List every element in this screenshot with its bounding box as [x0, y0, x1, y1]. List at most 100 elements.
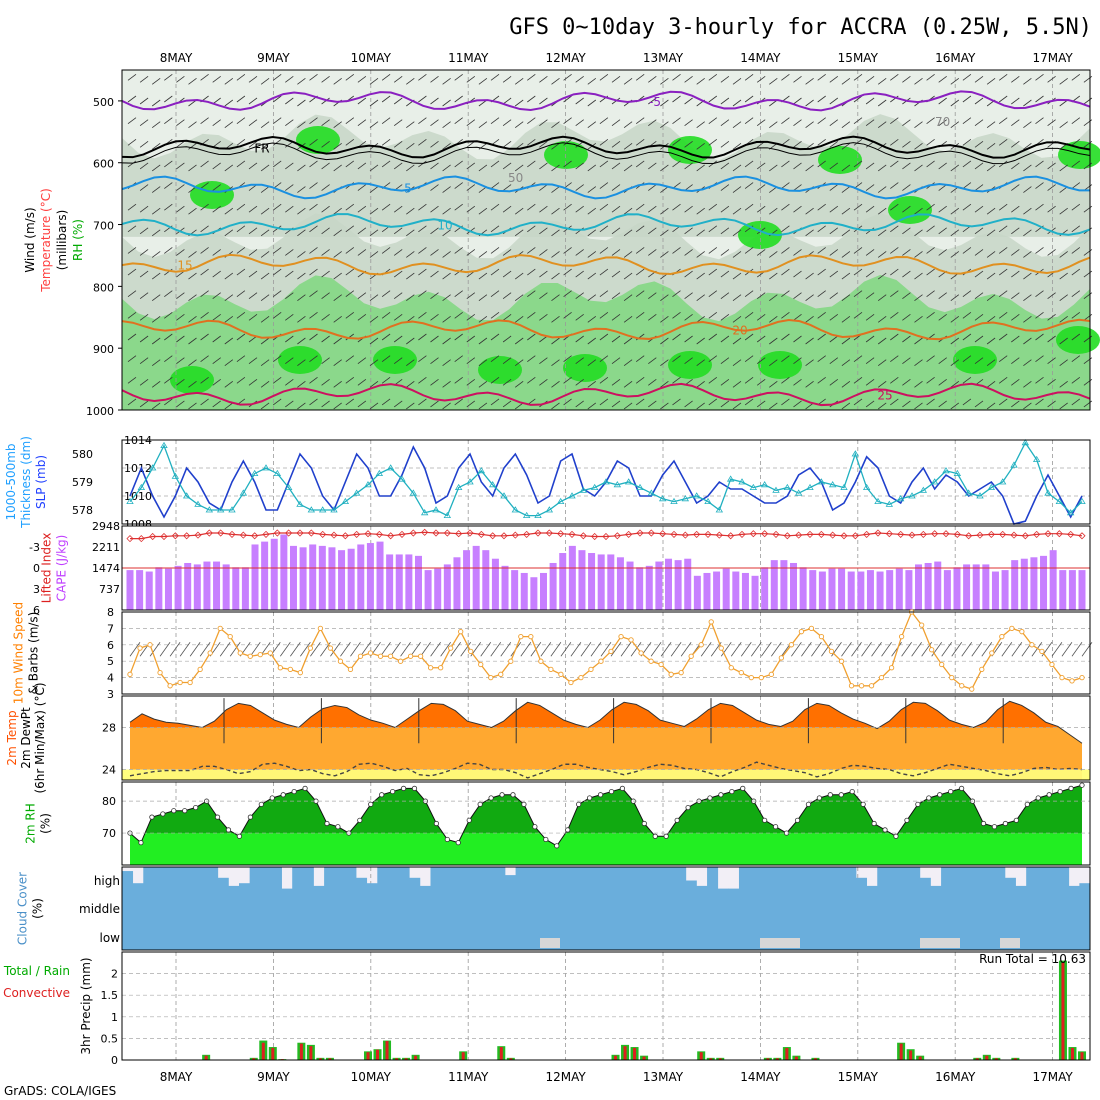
cloud-low-gap: [920, 938, 960, 948]
isotherm-label: 25: [877, 389, 892, 403]
isotherm-line: [121, 90, 1091, 112]
cloud-bar: [951, 867, 963, 894]
cape-bar: [674, 560, 682, 610]
thickness-point: [647, 489, 656, 496]
precip-convective-bar: [994, 1058, 998, 1060]
wind-barb: [212, 76, 221, 83]
wind-barb: [248, 205, 258, 213]
wind-barb: [345, 268, 355, 276]
wind-barb: [696, 316, 705, 323]
thickness-point: [341, 497, 350, 504]
wind-barb: [430, 97, 439, 105]
li-point: [217, 529, 225, 537]
rh-point: [488, 795, 494, 801]
wind-barb: [406, 380, 415, 388]
cloud-bar: [643, 867, 655, 894]
wind-barb: [623, 251, 633, 258]
wind-barb: [430, 642, 441, 657]
wind-barb: [212, 314, 221, 321]
wind-barb: [406, 164, 415, 172]
wind-barb: [224, 229, 234, 237]
wind-barb: [986, 359, 996, 366]
wind-speed-point: [939, 661, 945, 668]
isotherm-label: -5: [649, 95, 661, 109]
wind-barb: [442, 99, 451, 107]
wind-barb: [527, 203, 536, 211]
cloud-bar: [483, 867, 495, 894]
wind-barb: [950, 402, 960, 410]
date-label-top: 12MAY: [545, 51, 586, 65]
wind-barb: [490, 225, 500, 233]
cloud-bar: [1068, 894, 1080, 922]
rh-point: [543, 836, 549, 843]
cloud-bar: [713, 894, 725, 922]
cloud-bar: [218, 894, 230, 922]
cape-bar: [588, 553, 596, 610]
li-tick: 6: [33, 604, 40, 617]
cape-bar: [684, 558, 692, 610]
wind-speed-point: [257, 651, 263, 658]
wind-speed-point: [227, 633, 233, 640]
rh-high-patch: [953, 346, 997, 374]
precip-convective-bar: [252, 1058, 256, 1060]
wind-barb: [877, 337, 887, 345]
wind-barb: [938, 249, 947, 256]
li-point: [353, 530, 361, 538]
wind-speed-point: [1059, 674, 1065, 681]
wind-barb: [200, 203, 209, 211]
wind-barb: [381, 203, 391, 211]
date-label-top: 9MAY: [257, 51, 290, 65]
wind-barb: [430, 227, 439, 235]
cape-bar: [434, 568, 442, 610]
wind-barb: [551, 164, 560, 172]
wind-speed-point: [608, 648, 614, 655]
wind-barb: [236, 355, 246, 362]
wind-barb: [793, 249, 802, 256]
wind-barb: [1083, 335, 1093, 343]
wind-barb: [744, 182, 754, 189]
wind-barb: [188, 380, 197, 388]
rh-point: [411, 785, 418, 791]
wind-barb: [708, 74, 718, 81]
wind-barb: [1011, 292, 1020, 300]
wind-barb: [986, 337, 996, 345]
axis-label: 2m Temp: [5, 710, 19, 765]
wind-barb: [321, 140, 330, 148]
wind-barb: [450, 642, 461, 657]
wind-barb: [611, 292, 621, 300]
temp-tick: 28: [102, 722, 116, 735]
wind-speed-point: [989, 650, 995, 656]
wind-barb: [575, 400, 584, 408]
wind-barb: [974, 184, 984, 191]
cloud-bar: [1046, 894, 1059, 922]
wind-barb: [817, 95, 826, 103]
wind-barb: [176, 162, 185, 170]
isotherm-line: [121, 135, 1091, 159]
wind-barb: [974, 119, 984, 126]
wind-barb: [297, 99, 306, 107]
wind-speed-point: [698, 642, 704, 648]
wind-barb: [811, 642, 822, 657]
wind-barb: [926, 117, 935, 124]
cape-bar: [770, 560, 778, 610]
wind-barb: [1047, 249, 1056, 256]
wind-barb: [672, 95, 681, 103]
wind-barb: [1083, 76, 1093, 83]
wind-barb: [539, 292, 548, 300]
precip-convective-bar: [509, 1058, 513, 1060]
wind-barb: [381, 95, 391, 103]
cloud-bar: [770, 867, 782, 894]
wind-barb: [260, 251, 270, 258]
cloud-bar: [337, 922, 349, 950]
precip-convective-bar: [461, 1052, 465, 1060]
cloud-bar: [304, 922, 316, 950]
axis-label: (%): [31, 898, 45, 919]
precip-convective-bar: [975, 1058, 979, 1060]
wind-barb: [599, 355, 609, 362]
wind-barb: [224, 78, 234, 85]
cape-bar: [184, 562, 192, 610]
wind-barb: [430, 119, 439, 126]
wind-speed-point: [688, 653, 694, 659]
wind-barb: [321, 400, 330, 408]
wind-barb: [369, 99, 379, 107]
